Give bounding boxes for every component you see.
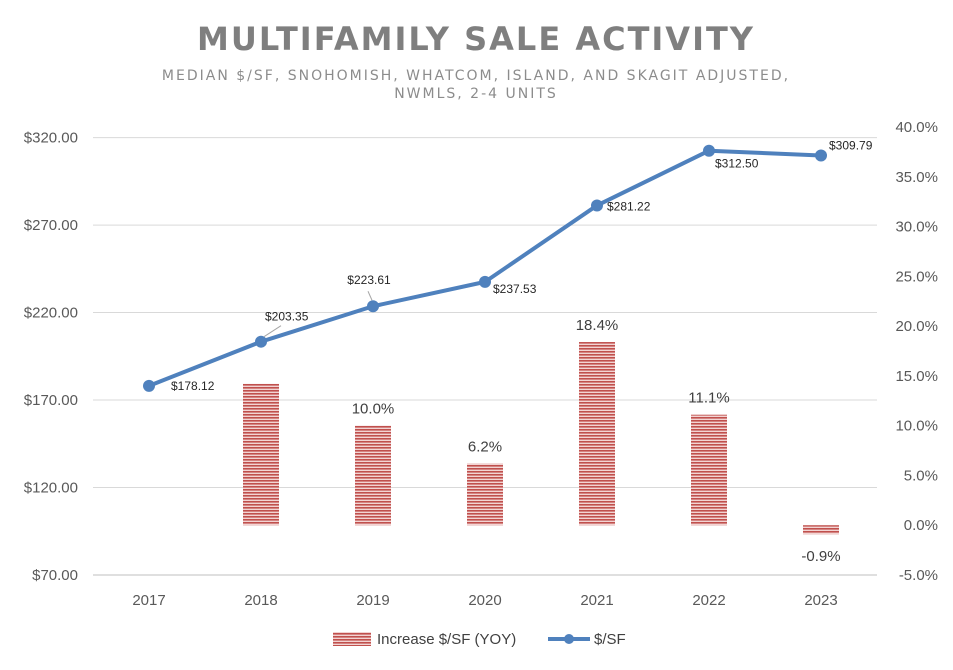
x-axis-tick-label: 2021 <box>580 592 613 609</box>
right-axis-tick-label: 10.0% <box>895 418 938 435</box>
line-data-label: $223.61 <box>347 273 391 287</box>
line-data-label: $237.53 <box>493 282 537 296</box>
bar-data-label: 6.2% <box>468 438 502 455</box>
line-data-label: $281.22 <box>607 199 651 213</box>
left-axis-tick-label: $70.00 <box>32 567 78 584</box>
left-axis-tick-label: $170.00 <box>24 392 78 409</box>
left-axis-tick-label: $120.00 <box>24 480 78 497</box>
chart-subtitle-line-1: MEDIAN $/SF, SNOHOMISH, WHATCOM, ISLAND,… <box>162 68 790 84</box>
left-axis-tick-label: $320.00 <box>24 130 78 147</box>
label-leader-line <box>263 325 282 338</box>
right-axis-tick-label: 35.0% <box>895 169 938 186</box>
line-data-label: $312.50 <box>715 157 759 171</box>
label-leader-line <box>367 291 373 301</box>
bar-data-label: 10.0% <box>352 401 395 418</box>
right-axis-tick-label: 25.0% <box>895 268 938 285</box>
bar-data-label: 11.1% <box>688 390 729 407</box>
x-axis: 2017 2018 2019 2020 2021 2022 2023 <box>132 592 837 609</box>
series-line <box>147 148 823 388</box>
line-point <box>815 149 827 162</box>
x-axis-tick-label: 2018 <box>244 592 277 609</box>
x-axis-tick-label: 2017 <box>132 592 165 609</box>
legend-swatch-bar <box>333 632 371 646</box>
line-series: $178.12 $203.35 $223.61 $237.53 $281.22 $312.… <box>143 138 873 393</box>
bar-series: 10.0% 6.2% 18.4% 11.1% -0.9% <box>243 317 841 565</box>
left-axis-tick-label: $220.00 <box>24 305 78 322</box>
line-point <box>703 144 715 157</box>
bar-data-label: -0.9% <box>801 548 840 565</box>
legend-swatch-marker <box>564 634 574 644</box>
x-axis-tick-label: 2022 <box>692 592 725 609</box>
bar <box>243 383 279 526</box>
chart-title: MULTIFAMILY SALE ACTIVITY <box>197 20 755 58</box>
line-data-label: $309.79 <box>829 138 873 152</box>
right-axis-tick-label: 5.0% <box>904 467 938 484</box>
line-point <box>479 275 491 288</box>
legend-label-line: $/SF <box>594 631 626 648</box>
right-axis-tick-label: 20.0% <box>895 318 938 335</box>
line-data-label: $178.12 <box>171 379 215 393</box>
bar-data-label: 18.4% <box>576 317 619 334</box>
bar <box>355 425 391 526</box>
bar <box>803 525 839 535</box>
left-axis: $70.00 $120.00 $170.00 $220.00 $270.00 $320.0… <box>24 130 78 584</box>
x-axis-tick-label: 2020 <box>468 592 501 609</box>
right-axis-tick-label: 30.0% <box>895 219 938 236</box>
right-axis-tick-label: -5.0% <box>899 567 938 584</box>
chart-subtitle-line-2: NWMLS, 2-4 UNITS <box>394 86 558 102</box>
legend: Increase $/SF (YOY) $/SF <box>333 631 626 648</box>
right-axis-tick-label: 15.0% <box>895 368 938 385</box>
line-point <box>591 199 603 212</box>
line-data-label: $203.35 <box>265 310 309 324</box>
x-axis-tick-label: 2019 <box>356 592 389 609</box>
right-axis: -5.0% 0.0% 5.0% 10.0% 15.0% 20.0% 25.0% 30.0% 35… <box>895 119 938 584</box>
line-point <box>255 335 267 348</box>
line-point <box>367 300 379 313</box>
bar <box>467 463 503 526</box>
right-axis-tick-label: 0.0% <box>904 517 938 534</box>
right-axis-tick-label: 40.0% <box>895 119 938 136</box>
x-axis-tick-label: 2023 <box>804 592 837 609</box>
bar <box>691 414 727 526</box>
line-point <box>143 379 155 392</box>
left-axis-tick-label: $270.00 <box>24 217 78 234</box>
legend-label-bar: Increase $/SF (YOY) <box>377 631 516 648</box>
gridlines <box>93 137 877 576</box>
bar <box>579 342 615 526</box>
